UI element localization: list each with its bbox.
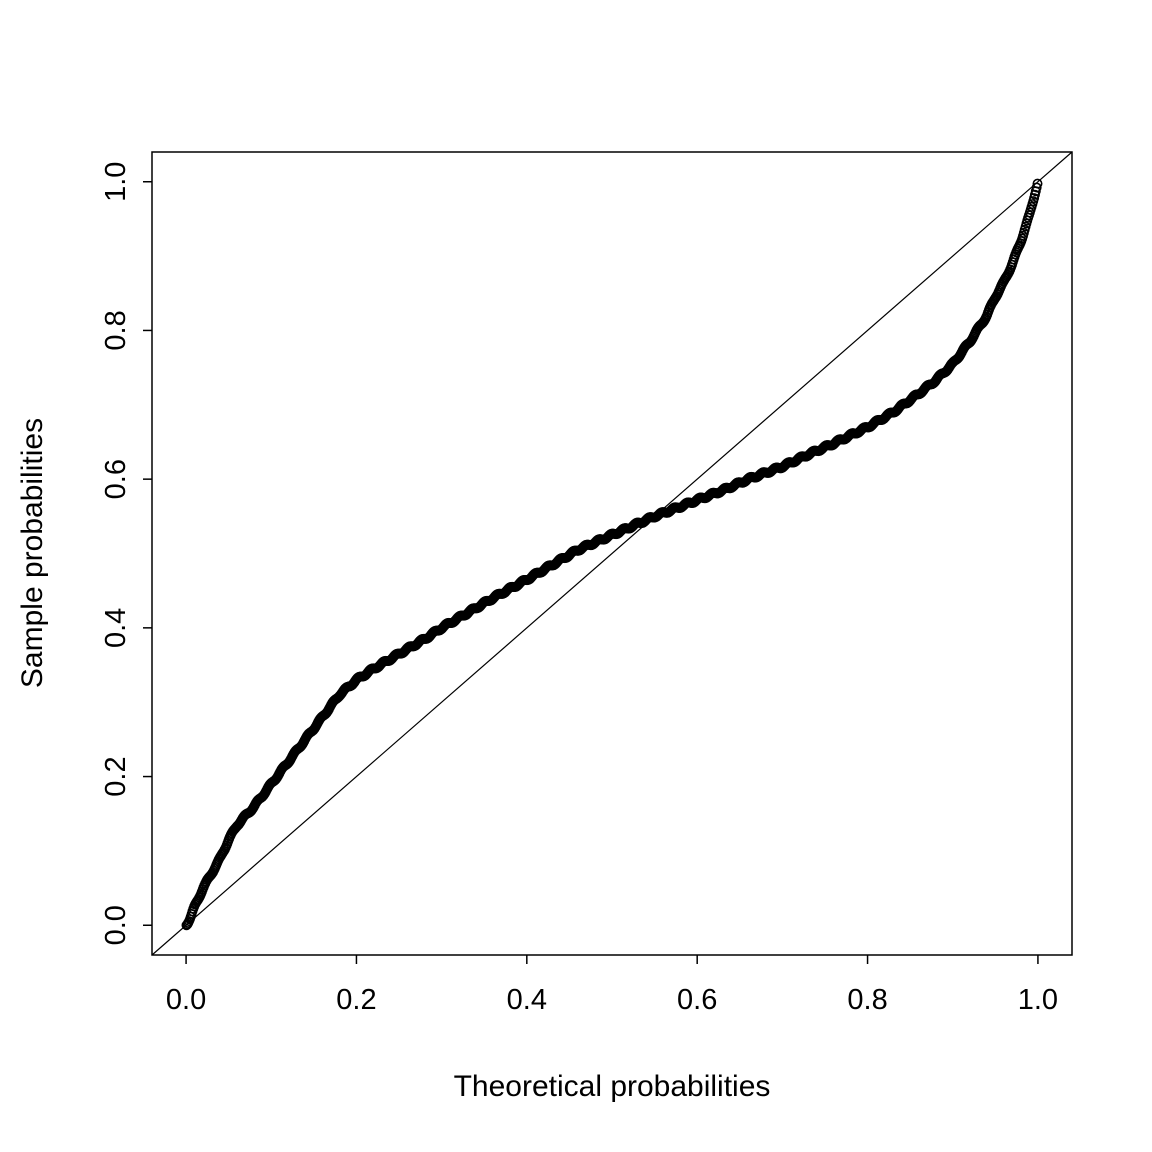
x-tick-label: 0.0	[166, 984, 206, 1016]
data-point	[1031, 182, 1042, 193]
y-tick-label: 0.8	[100, 310, 132, 350]
y-tick-label: 0.4	[100, 608, 132, 648]
y-tick-label: 1.0	[100, 162, 132, 202]
plot-box	[151, 151, 1073, 956]
x-axis-title: Theoretical probabilities	[454, 1070, 771, 1103]
plot-area: 0.0 0.2 0.4 0.6 0.8 1.0 0.0 0.2 0.4 0.6 0.8 1.0	[100, 151, 1073, 1016]
x-tick-label: 0.6	[677, 984, 717, 1016]
x-tick-label: 1.0	[1018, 984, 1058, 1016]
y-axis-title: Sample probabilities	[16, 418, 49, 688]
reference-line	[151, 151, 1073, 956]
y-tick-label: 0.2	[100, 756, 132, 796]
y-tick-label: 0.6	[100, 459, 132, 499]
y-tick-label: 0.0	[100, 905, 132, 945]
x-tick-label: 0.8	[847, 984, 887, 1016]
x-tick-label: 0.4	[507, 984, 547, 1016]
data-point	[1032, 178, 1043, 189]
x-tick-label: 0.2	[336, 984, 376, 1016]
